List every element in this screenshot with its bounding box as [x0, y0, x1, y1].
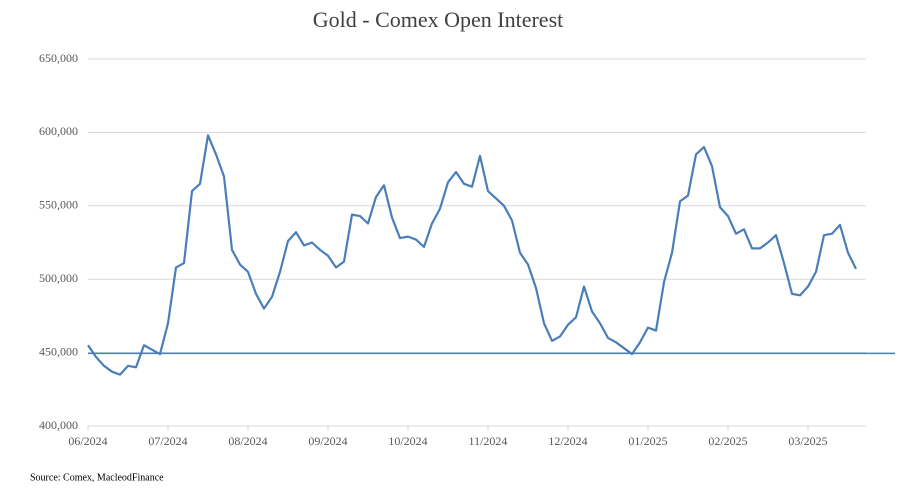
data-line [87, 134, 857, 376]
y-tick-label: 600,000 [39, 124, 78, 138]
x-tick-label: 10/2024 [388, 434, 427, 448]
source-note: Source: Comex, MacleodFinance [30, 472, 164, 483]
x-tick-label: 09/2024 [308, 434, 347, 448]
chart-title: Gold - Comex Open Interest [313, 7, 564, 32]
x-tick-label: 01/2025 [628, 434, 667, 448]
y-tick-label: 550,000 [39, 198, 78, 212]
x-tick-label: 08/2024 [228, 434, 267, 448]
y-tick-label: 650,000 [39, 51, 78, 65]
y-tick-label: 450,000 [39, 344, 78, 358]
x-tick-label: 07/2024 [148, 434, 187, 448]
y-tick-label: 400,000 [39, 418, 78, 432]
y-tick-label: 500,000 [39, 271, 78, 285]
x-tick-label: 12/2024 [548, 434, 587, 448]
x-tick-label: 11/2024 [469, 434, 508, 448]
x-tick-label: 06/2024 [68, 434, 107, 448]
x-tick-label: 03/2025 [788, 434, 827, 448]
x-tick-label: 02/2025 [708, 434, 747, 448]
